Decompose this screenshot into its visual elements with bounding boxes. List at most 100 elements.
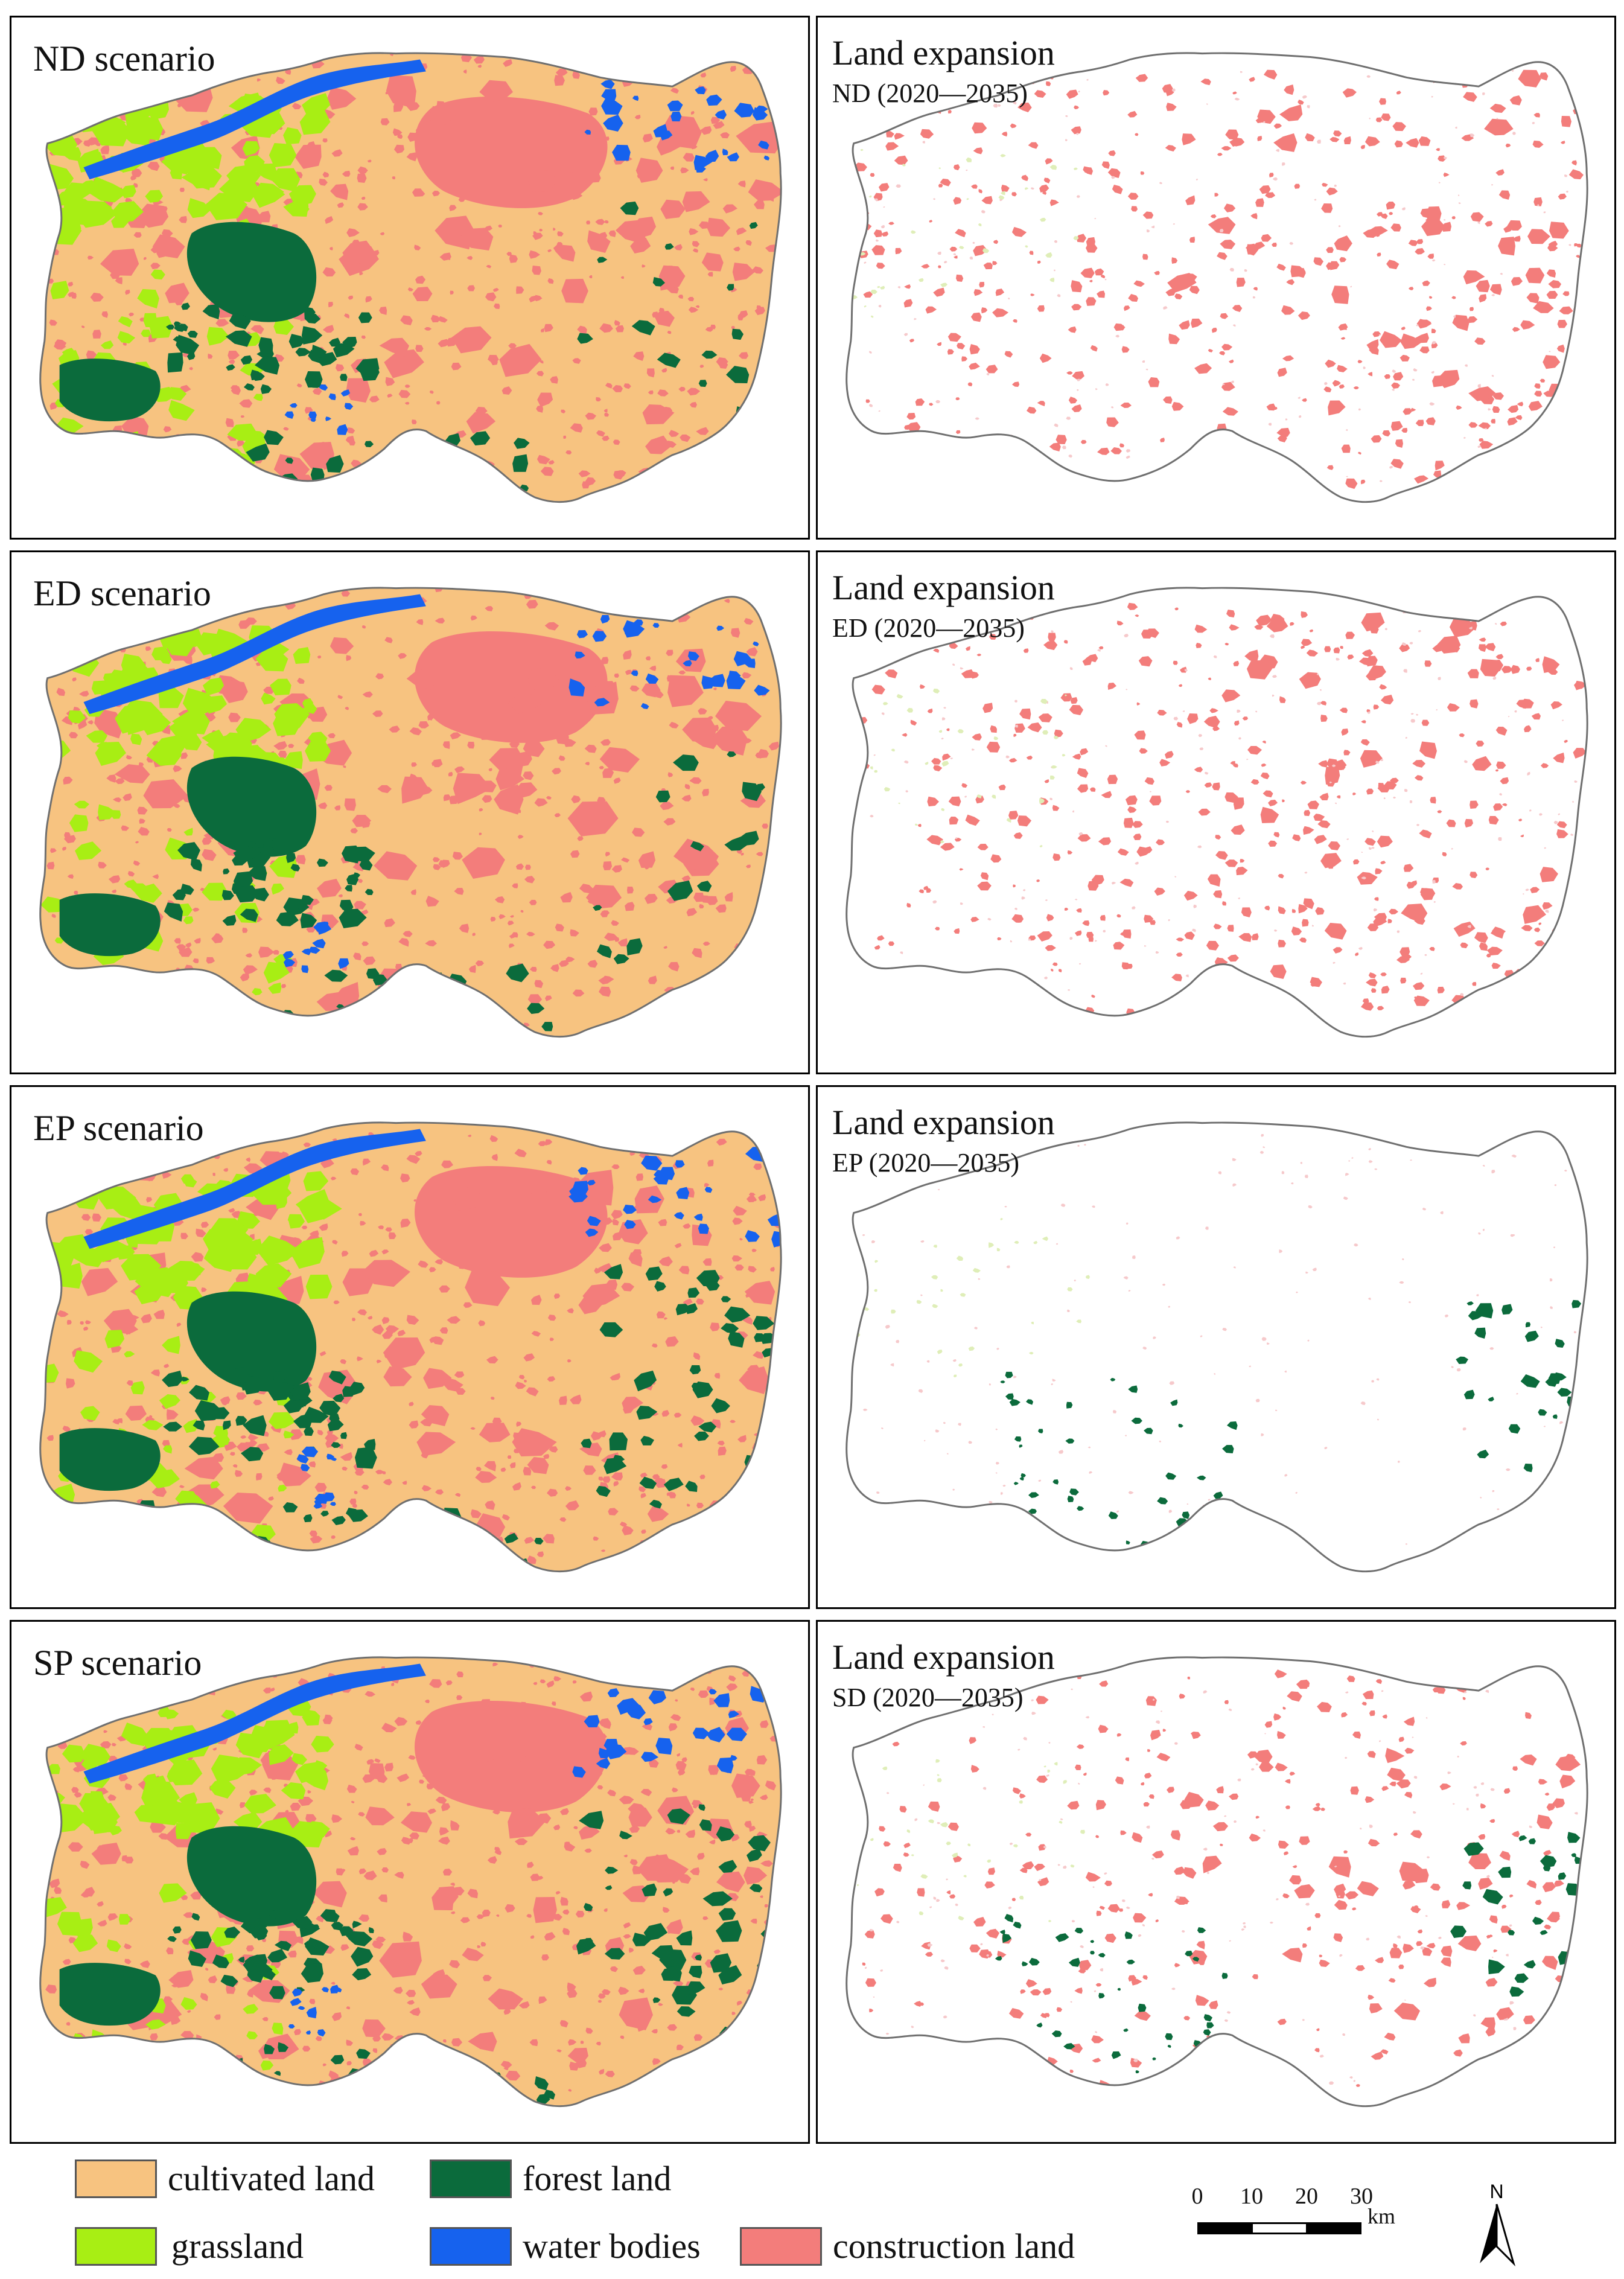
construction-patch (354, 900, 366, 910)
minor-change-patch (1272, 694, 1275, 697)
construction-patch (437, 316, 448, 323)
construction-patch (407, 974, 410, 978)
forest-patch (336, 2093, 354, 2106)
construction-patch (667, 330, 672, 334)
construction-patch (742, 1506, 750, 1512)
construction-patch (179, 215, 187, 223)
construction-patch (447, 1316, 461, 1324)
construction-patch (642, 1723, 652, 1730)
construction-patch (266, 1959, 271, 1964)
construction-patch (646, 368, 655, 378)
construction-patch (751, 2095, 762, 2102)
construction-patch (126, 2082, 139, 2091)
construction-patch (600, 739, 611, 746)
construction-patch (141, 1313, 152, 1324)
construction-patch (565, 956, 575, 963)
construction-patch (317, 1430, 323, 1436)
minor-change-patch (1091, 1205, 1095, 1208)
forest-patch (659, 1949, 687, 1970)
construction-cluster (732, 263, 755, 281)
construction-expansion-patch (1171, 257, 1178, 264)
minor-change-patch (1263, 121, 1266, 123)
construction-patch (434, 2073, 445, 2083)
forest-patch (705, 1281, 720, 1291)
construction-patch (577, 325, 587, 334)
forest-patch (301, 326, 323, 345)
construction-expansion-patch (1097, 447, 1110, 455)
construction-expansion-patch (1520, 834, 1524, 838)
construction-patch (691, 450, 696, 454)
construction-patch (309, 1998, 316, 2004)
construction-patch (753, 448, 759, 453)
construction-patch (139, 818, 145, 824)
grassland-patch (283, 127, 302, 145)
minor-change-patch (1186, 1503, 1189, 1505)
construction-patch (468, 1020, 473, 1024)
construction-patch (391, 1010, 398, 1015)
construction-expansion-patch (1551, 999, 1561, 1007)
forest-patch (324, 1912, 340, 1922)
construction-expansion-patch (1269, 173, 1274, 177)
grassland-patch (159, 1394, 180, 1409)
construction-expansion-patch (1560, 141, 1565, 144)
grass-change-patch (897, 802, 900, 805)
construction-expansion-patch (1486, 954, 1491, 958)
construction-patch (700, 72, 707, 78)
construction-patch (690, 1415, 705, 1426)
construction-patch (687, 387, 701, 396)
construction-expansion-patch (1144, 777, 1154, 785)
minor-change-patch (1308, 1205, 1313, 1209)
forest-expansion-patch (985, 1565, 990, 1570)
construction-expansion-patch (1232, 305, 1243, 313)
construction-patch (75, 435, 79, 438)
forest-expansion-patch (1013, 1482, 1019, 1485)
construction-patch (113, 436, 124, 445)
forest-patch (689, 1365, 701, 1375)
construction-patch (756, 1755, 768, 1765)
construction-patch (642, 133, 653, 143)
construction-patch (171, 489, 180, 496)
construction-patch (200, 981, 206, 986)
construction-patch (740, 450, 753, 459)
construction-expansion-patch (1317, 1701, 1332, 1712)
construction-patch (206, 957, 215, 964)
construction-patch (634, 114, 641, 120)
construction-patch (112, 1742, 116, 1747)
construction-expansion-patch (1520, 320, 1535, 330)
minor-change-patch (1110, 406, 1114, 409)
minor-change-patch (1095, 940, 1098, 942)
construction-expansion-patch (1503, 1788, 1511, 1794)
minor-change-patch (937, 251, 941, 255)
water-patch (701, 675, 715, 689)
minor-change-patch (900, 951, 903, 954)
construction-patch (425, 1029, 429, 1032)
grassland-patch (284, 751, 303, 770)
construction-expansion-patch (1213, 890, 1223, 899)
forest-patch (731, 328, 744, 340)
construction-patch (538, 1876, 544, 1881)
grass-change-patch (933, 1245, 938, 1248)
minor-change-patch (920, 1294, 923, 1296)
construction-patch (276, 1657, 283, 1662)
forest-patch (755, 783, 765, 791)
grassland-patch (105, 992, 135, 1016)
minor-change-patch (1372, 830, 1374, 832)
construction-expansion-patch (1298, 904, 1308, 914)
construction-patch (732, 1217, 743, 1225)
construction-expansion-patch (1133, 280, 1145, 287)
minor-change-patch (1193, 904, 1197, 908)
forest-patch (675, 1304, 693, 1316)
construction-expansion-patch (1113, 942, 1125, 950)
expansion-subtitle: EP (2020—2035) (832, 1148, 1020, 1178)
minor-change-patch (1380, 759, 1384, 761)
construction-patch (529, 2039, 538, 2047)
construction-patch (579, 884, 593, 894)
land-use-map (39, 1656, 782, 2108)
construction-expansion-patch (995, 288, 1005, 296)
construction-expansion-patch (1505, 143, 1511, 148)
construction-patch (377, 1847, 387, 1855)
construction-patch (613, 470, 625, 480)
construction-cluster (415, 120, 441, 139)
construction-expansion-patch (1116, 1733, 1122, 1737)
minor-change-patch (1285, 418, 1288, 421)
